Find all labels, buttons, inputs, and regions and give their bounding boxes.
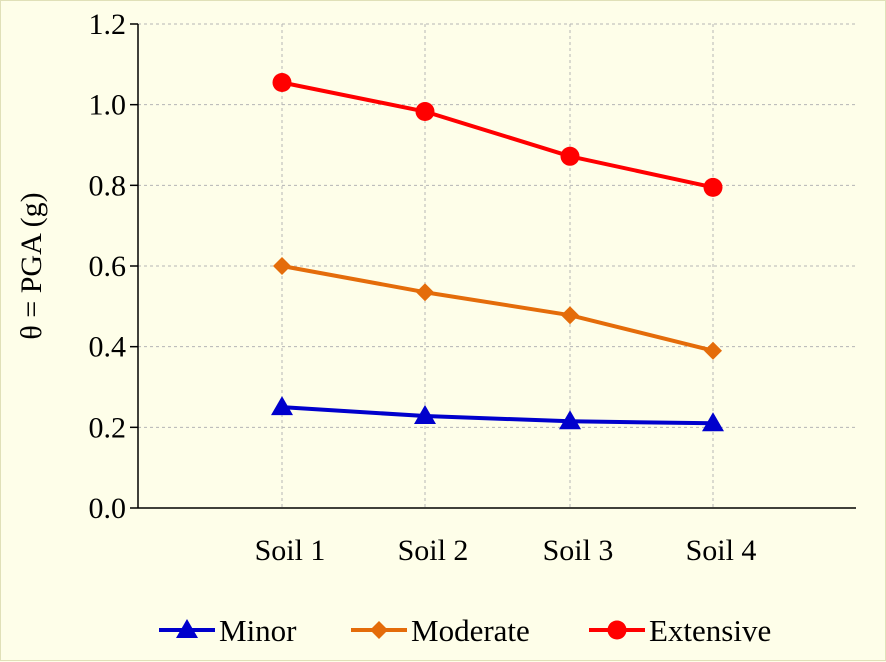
- data-point-extensive: [560, 146, 580, 166]
- x-tick-label: Soil 1: [255, 534, 326, 567]
- legend-marker-extensive: [607, 620, 627, 640]
- x-tick-label: Soil 4: [686, 534, 757, 567]
- data-point-minor: [702, 412, 724, 432]
- legend-label-moderate: Moderate: [411, 613, 530, 648]
- series-line-extensive: [281, 80, 714, 190]
- legend-label-minor: Minor: [219, 613, 297, 648]
- x-axis-ticks: Soil 1 Soil 2 Soil 3 Soil 4: [255, 534, 757, 567]
- data-point-moderate: [704, 341, 722, 360]
- data-point-extensive: [415, 102, 435, 122]
- x-tick-label: Soil 3: [543, 534, 614, 567]
- data-point-minor: [559, 410, 581, 430]
- axes: [130, 23, 856, 509]
- series-line-minor: [281, 405, 714, 426]
- legend-marker-moderate: [370, 621, 388, 639]
- data-point-minor: [271, 396, 293, 416]
- data-point-moderate: [273, 257, 291, 275]
- legend-label-extensive: Extensive: [649, 613, 771, 648]
- y-axis-title: θ = PGA (g): [15, 192, 48, 339]
- series-minor: [271, 396, 724, 432]
- series-extensive: [272, 72, 723, 197]
- data-point-moderate: [561, 306, 579, 325]
- data-point-minor: [414, 405, 436, 425]
- legend-item-moderate: Moderate: [351, 613, 530, 648]
- series-group: [271, 72, 724, 432]
- legend: Minor Moderate Extensive: [159, 613, 771, 648]
- gridlines: [138, 23, 856, 508]
- data-point-moderate: [416, 283, 434, 302]
- y-tick-label: 1.2: [89, 8, 127, 41]
- series-line-moderate: [281, 264, 714, 353]
- y-axis-ticks: 0.0 0.2 0.4 0.6 0.8 1.0 1.2: [89, 8, 127, 525]
- series-moderate: [273, 257, 722, 360]
- y-tick-label: 0.6: [89, 250, 127, 283]
- data-point-extensive: [272, 72, 292, 92]
- legend-item-extensive: Extensive: [589, 613, 771, 648]
- data-point-extensive: [703, 177, 723, 197]
- x-tick-label: Soil 2: [398, 534, 469, 567]
- legend-item-minor: Minor: [159, 613, 297, 648]
- y-tick-label: 0.2: [89, 411, 127, 444]
- y-tick-label: 0.8: [89, 169, 127, 202]
- legend-marker-minor: [176, 619, 198, 638]
- y-tick-label: 0.4: [89, 331, 127, 364]
- y-tick-label: 0.0: [89, 492, 127, 525]
- y-tick-label: 1.0: [89, 89, 127, 122]
